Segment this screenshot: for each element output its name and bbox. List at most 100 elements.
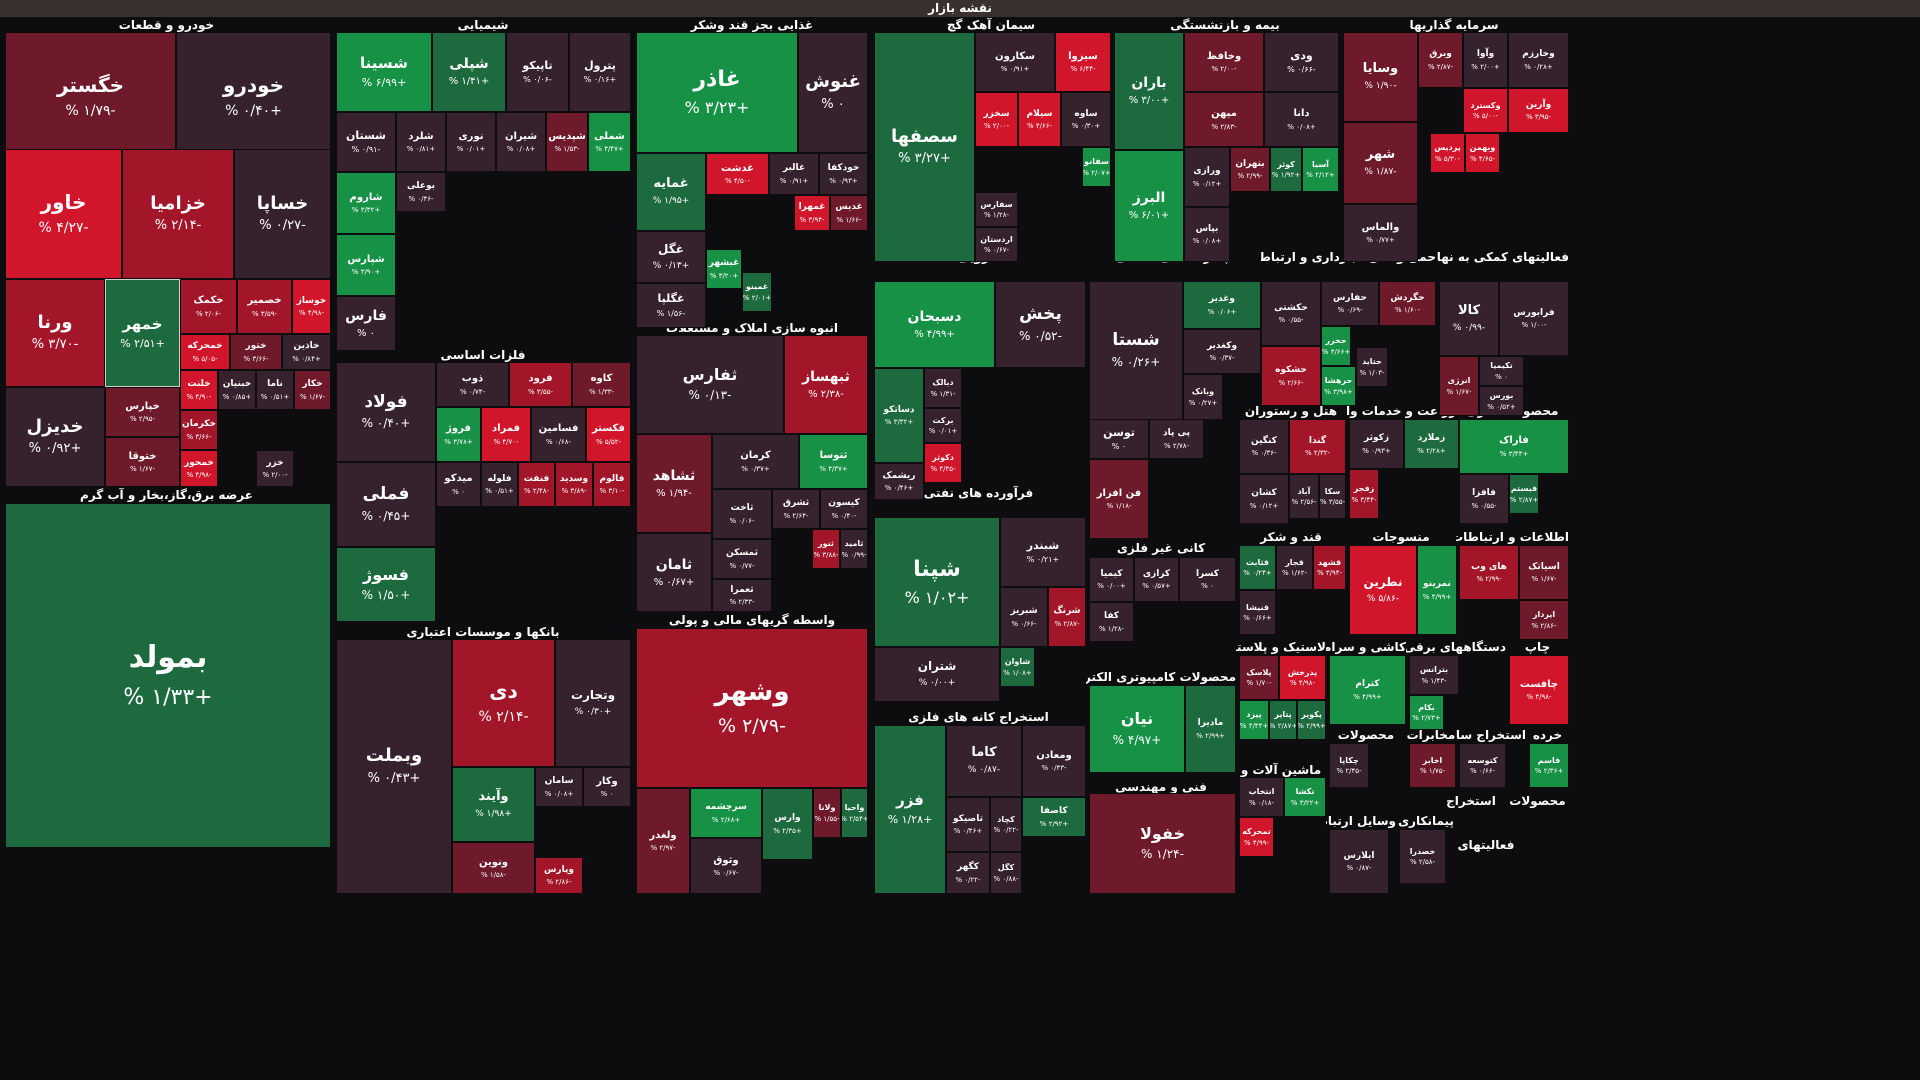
stock-tile[interactable]: شپدیس -۱/۵۳ % <box>546 112 588 172</box>
stock-tile[interactable]: خودکفا +۰/۹۳ % <box>819 153 868 195</box>
stock-tile[interactable]: فلوله +۰/۵۱ % <box>481 462 518 507</box>
stock-tile[interactable]: خفولا -۱/۲۴ % <box>1089 793 1236 894</box>
stock-tile[interactable]: ثمسکن -۰/۷۷ % <box>712 539 772 579</box>
stock-tile[interactable]: های وب -۲/۹۹ % <box>1459 545 1519 600</box>
stock-tile[interactable]: کچاد -۰/۲۲ % <box>990 797 1022 852</box>
stock-tile[interactable]: فن افزار -۱/۱۸ % <box>1089 459 1149 539</box>
stock-tile[interactable]: وبانک +۰/۲۷ % <box>1183 374 1223 420</box>
stock-tile[interactable]: فنفت -۲/۴۸ % <box>518 462 555 507</box>
stock-tile[interactable]: دساتکو +۳/۳۲ % <box>874 368 924 463</box>
stock-tile[interactable]: خکار -۱/۶۷ % <box>294 370 331 410</box>
stock-tile[interactable]: فسوژ +۱/۵۰ % <box>336 547 436 622</box>
stock-tile[interactable]: شیران +۰/۰۸ % <box>496 112 546 172</box>
stock-tile[interactable]: سخزر -۲/۰۰ % <box>975 92 1018 147</box>
stock-tile[interactable]: انرژی -۱/۶۷ % <box>1439 356 1479 416</box>
stock-tile[interactable]: اسیاتک -۱/۶۷ % <box>1519 545 1569 600</box>
stock-tile[interactable]: خپارس -۲/۹۵ % <box>105 387 180 437</box>
stock-tile[interactable]: کاما -۰/۸۷ % <box>946 725 1022 797</box>
stock-tile[interactable]: اردستان -۰/۶۷ % <box>975 227 1018 262</box>
stock-tile[interactable]: حرهشا +۳/۹۸ % <box>1321 366 1356 406</box>
stock-tile[interactable]: حفارس -۰/۶۹ % <box>1321 281 1379 326</box>
stock-tile[interactable]: وغدیر +۰/۰۶ % <box>1183 281 1261 329</box>
stock-tile[interactable]: وبملت +۰/۴۳ % <box>336 639 452 894</box>
stock-tile[interactable]: شپارس +۳/۹۰ % <box>336 234 396 296</box>
stock-tile[interactable]: خمحرکه -۵/۰۵ % <box>180 334 230 370</box>
stock-tile[interactable]: زملارد +۲/۲۸ % <box>1404 419 1459 469</box>
stock-tile[interactable]: دسبحان +۴/۹۹ % <box>874 281 995 368</box>
stock-tile[interactable]: پخش -۰/۵۲ % <box>995 281 1086 368</box>
stock-tile[interactable]: قجار -۱/۶۲ % <box>1276 545 1313 590</box>
stock-tile[interactable]: شهر -۱/۸۷ % <box>1343 122 1418 204</box>
stock-tile[interactable]: پلاسک -۱/۷۰ % <box>1239 655 1279 700</box>
stock-tile[interactable]: تمحرکه -۴/۹۹ % <box>1239 817 1274 857</box>
stock-tile[interactable]: کنگین -۰/۳۶ % <box>1239 419 1289 474</box>
stock-tile[interactable]: بورس +۰/۵۲ % <box>1479 386 1524 416</box>
stock-tile[interactable]: پکویر +۲/۹۹ % <box>1297 700 1326 740</box>
stock-tile[interactable]: خزر -۲/۰۰ % <box>256 450 294 487</box>
stock-tile[interactable]: خاور -۴/۲۷ % <box>5 149 122 279</box>
stock-tile[interactable]: وثوق -۰/۶۷ % <box>690 838 762 894</box>
stock-tile[interactable]: گندا -۲/۳۲ % <box>1289 419 1346 474</box>
stock-tile[interactable]: ساماں +۰/۰۸ % <box>535 767 583 807</box>
stock-tile[interactable]: بوعلی -۰/۴۶ % <box>396 172 446 212</box>
stock-tile[interactable]: کالا -۰/۹۹ % <box>1439 281 1499 356</box>
stock-tile[interactable]: میدکو ۰ % <box>436 462 481 507</box>
stock-tile[interactable]: وآرین -۳/۹۵ % <box>1508 88 1569 133</box>
stock-tile[interactable]: شرنگ -۲/۸۷ % <box>1048 587 1086 647</box>
stock-tile[interactable]: وشهر -۲/۷۹ % <box>636 628 868 788</box>
stock-tile[interactable]: شپلی +۱/۴۱ % <box>432 32 506 112</box>
stock-tile[interactable]: کاوه -۱/۳۳ % <box>572 362 631 407</box>
stock-tile[interactable]: میهن -۲/۸۳ % <box>1184 92 1264 147</box>
stock-tile[interactable]: فارس ۰ % <box>336 296 396 351</box>
stock-tile[interactable]: ختوقا -۱/۶۷ % <box>105 437 180 487</box>
stock-tile[interactable]: حکشتی -۰/۵۵ % <box>1261 281 1321 346</box>
stock-tile[interactable]: شبندر +۰/۲۱ % <box>1000 517 1086 587</box>
stock-tile[interactable]: دی -۲/۱۴ % <box>452 639 555 767</box>
stock-tile[interactable]: تکیمیا ۰ % <box>1479 356 1524 386</box>
stock-tile[interactable]: وخارزم +۰/۲۸ % <box>1508 32 1569 88</box>
stock-tile[interactable]: سیزوا -۶/۴۴ % <box>1055 32 1111 92</box>
stock-tile[interactable]: غمایه +۱/۹۵ % <box>636 153 706 231</box>
stock-tile[interactable]: غمهرا -۳/۹۴ % <box>794 195 830 231</box>
stock-tile[interactable]: شبریز -۰/۶۶ % <box>1000 587 1048 647</box>
stock-tile[interactable]: ثاخت -۰/۰۶ % <box>712 489 772 539</box>
stock-tile[interactable]: شاوان +۱/۰۸ % <box>1000 647 1035 687</box>
stock-tile[interactable]: ورازی +۰/۱۲ % <box>1184 147 1230 207</box>
stock-tile[interactable]: کگل -۰/۸۸ % <box>990 852 1022 894</box>
stock-tile[interactable]: فرابورس -۱/۰۰ % <box>1499 281 1569 356</box>
stock-tile[interactable]: غدیس -۱/۶۶ % <box>830 195 868 231</box>
stock-tile[interactable]: ثشاهد -۱/۹۴ % <box>636 434 712 533</box>
stock-tile[interactable]: شپنا +۱/۰۲ % <box>874 517 1000 647</box>
stock-tile[interactable]: کترام +۴/۹۹ % <box>1329 655 1406 725</box>
stock-tile[interactable]: توسن ۰ % <box>1089 419 1149 459</box>
stock-tile[interactable]: بپاس +۰/۰۸ % <box>1184 207 1230 262</box>
stock-tile[interactable]: خصدرا -۲/۵۸ % <box>1399 829 1446 884</box>
stock-tile[interactable]: سکارون +۰/۹۱ % <box>975 32 1055 92</box>
stock-tile[interactable]: چافست -۴/۹۸ % <box>1509 655 1569 725</box>
stock-tile[interactable]: کتوسعه -۰/۶۶ % <box>1459 743 1506 788</box>
stock-tile[interactable]: غالبر +۰/۹۱ % <box>769 153 819 195</box>
stock-tile[interactable]: دکوثر -۴/۴۵ % <box>924 443 962 483</box>
stock-tile[interactable]: پدرخش -۴/۹۸ % <box>1279 655 1326 700</box>
stock-tile[interactable]: خمهر +۲/۵۱ % <box>105 279 180 387</box>
stock-tile[interactable]: شسینا +۶/۹۹ % <box>336 32 432 112</box>
stock-tile[interactable]: وکغدیر -۰/۳۷ % <box>1183 329 1261 374</box>
stock-tile[interactable]: بترانس -۱/۴۳ % <box>1409 655 1459 695</box>
stock-tile[interactable]: شتران +۰/۰۰ % <box>874 647 1000 702</box>
stock-tile[interactable]: وسدید -۳/۸۹ % <box>555 462 593 507</box>
stock-tile[interactable]: ثنور -۳/۸۸ % <box>812 529 840 569</box>
stock-tile[interactable]: پیزد +۴/۴۴ % <box>1239 700 1269 740</box>
stock-tile[interactable]: پتایر +۲/۸۷ % <box>1269 700 1297 740</box>
stock-tile[interactable]: ثتوسا +۴/۳۷ % <box>799 434 868 489</box>
stock-tile[interactable]: باران +۳/۰۰ % <box>1114 32 1184 150</box>
stock-tile[interactable]: غبشهر +۳/۲۰ % <box>706 249 742 289</box>
stock-tile[interactable]: تکشا +۳/۲۲ % <box>1284 777 1326 817</box>
stock-tile[interactable]: زفجر -۳/۴۴ % <box>1349 469 1379 519</box>
stock-tile[interactable]: فالوم -۳/۱۰ % <box>593 462 631 507</box>
stock-tile[interactable]: انتخاب -۰/۱۸ % <box>1239 777 1284 817</box>
stock-tile[interactable]: پردیس -۵/۳۰ % <box>1430 133 1465 173</box>
stock-tile[interactable]: فبستم +۲/۸۷ % <box>1509 474 1539 514</box>
stock-tile[interactable]: وسایا -۱/۹۰ % <box>1343 32 1418 122</box>
stock-tile[interactable]: خوساز -۴/۹۸ % <box>292 279 331 334</box>
stock-tile[interactable]: شستا +۰/۲۶ % <box>1089 281 1183 420</box>
